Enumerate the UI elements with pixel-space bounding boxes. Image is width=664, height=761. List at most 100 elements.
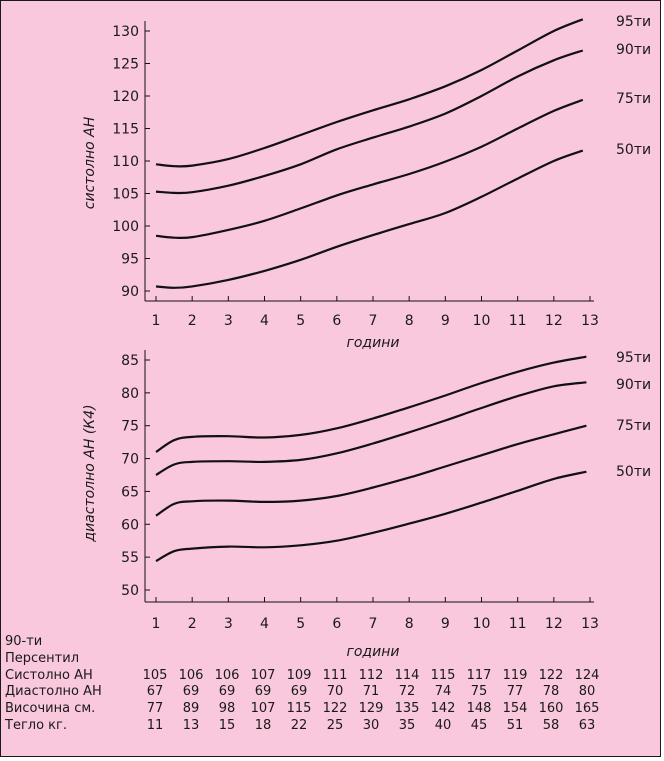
table-cell: 114 bbox=[394, 667, 420, 683]
x-tick-label: 6 bbox=[332, 313, 341, 329]
table-row-systolic: Систолно АН 105 106 106 107 109 111 112 … bbox=[5, 668, 625, 685]
table-cell: 106 bbox=[214, 667, 240, 683]
x-tick-label: 4 bbox=[260, 313, 269, 329]
table-cell: 135 bbox=[394, 701, 420, 717]
x-axis-title: години bbox=[347, 644, 400, 660]
x-tick-label: 9 bbox=[441, 616, 450, 632]
x-tick-label: 11 bbox=[509, 616, 527, 632]
x-tick-label: 2 bbox=[188, 616, 197, 632]
series-line bbox=[155, 18, 584, 168]
table-cell: 15 bbox=[218, 717, 236, 733]
table-cell: 154 bbox=[502, 701, 528, 717]
y-tick-label: 100 bbox=[112, 219, 139, 235]
table-cell: 107 bbox=[250, 667, 276, 683]
table-cell: 78 bbox=[542, 684, 560, 700]
table-cell: 74 bbox=[434, 684, 452, 700]
table-cell: 77 bbox=[146, 701, 164, 717]
table-cell: 63 bbox=[578, 717, 596, 733]
table-title-row-1: 90-ти bbox=[5, 634, 625, 651]
table-cell: 30 bbox=[362, 717, 380, 733]
x-tick-label: 13 bbox=[581, 313, 599, 329]
table-cell: 160 bbox=[538, 701, 564, 717]
y-axis-title: систолно АН bbox=[82, 116, 98, 209]
table-title-line-1: 90-ти bbox=[5, 634, 43, 649]
table-row-diastolic: Диастолно АН 67 69 69 69 69 70 71 72 74 … bbox=[5, 684, 625, 701]
y-tick-label: 80 bbox=[121, 386, 139, 402]
x-tick-label: 7 bbox=[369, 616, 378, 632]
x-tick-label: 11 bbox=[509, 313, 527, 329]
x-tick-label: 10 bbox=[473, 313, 491, 329]
table-cell: 13 bbox=[182, 717, 200, 733]
table-cell: 69 bbox=[182, 684, 200, 700]
table-cell: 124 bbox=[574, 667, 600, 683]
table-cell: 51 bbox=[506, 717, 524, 733]
table-row-label: Диастолно АН bbox=[5, 684, 102, 700]
table-cell: 72 bbox=[398, 684, 416, 700]
percentile-table: 90-ти Персентил Систолно АН 105 106 106 … bbox=[5, 634, 625, 735]
series-label: 90ти bbox=[616, 42, 651, 58]
table-cell: 115 bbox=[430, 667, 456, 683]
series-line bbox=[155, 424, 587, 517]
table-cell: 119 bbox=[502, 667, 528, 683]
table-cell: 80 bbox=[578, 684, 596, 700]
table-cell: 77 bbox=[506, 684, 524, 700]
y-tick-label: 115 bbox=[112, 122, 139, 138]
x-tick-label: 3 bbox=[224, 313, 233, 329]
table-cell: 71 bbox=[362, 684, 380, 700]
table-cell: 115 bbox=[286, 701, 312, 717]
y-tick-label: 65 bbox=[121, 484, 139, 500]
y-tick-label: 120 bbox=[112, 89, 139, 105]
table-cell: 35 bbox=[398, 717, 416, 733]
table-row-label: Тегло кг. bbox=[5, 717, 67, 733]
x-tick-label: 6 bbox=[332, 616, 341, 632]
table-cell: 142 bbox=[430, 701, 456, 717]
y-tick-label: 125 bbox=[112, 57, 139, 73]
y-tick-label: 90 bbox=[121, 284, 139, 300]
x-tick-label: 3 bbox=[224, 616, 233, 632]
y-tick-label: 55 bbox=[121, 550, 139, 566]
y-tick-label: 50 bbox=[121, 583, 139, 599]
series-label: 95ти bbox=[616, 14, 651, 30]
y-tick-label: 110 bbox=[112, 154, 139, 170]
series-line bbox=[155, 381, 587, 476]
table-cell: 111 bbox=[322, 667, 348, 683]
series-label: 90ти bbox=[616, 377, 651, 393]
y-tick-label: 85 bbox=[121, 353, 139, 369]
series-label: 75ти bbox=[616, 418, 651, 434]
table-row-label: Височина см. bbox=[5, 701, 96, 717]
table-cell: 75 bbox=[470, 684, 488, 700]
table-row-label: Систолно АН bbox=[5, 667, 93, 683]
x-tick-label: 1 bbox=[152, 313, 161, 329]
table-cell: 129 bbox=[358, 701, 384, 717]
x-tick-label: 5 bbox=[296, 313, 305, 329]
table-cell: 45 bbox=[470, 717, 488, 733]
table-cell: 18 bbox=[254, 717, 272, 733]
y-tick-label: 95 bbox=[121, 252, 139, 268]
table-cell: 40 bbox=[434, 717, 452, 733]
y-tick-label: 130 bbox=[112, 24, 139, 40]
series-line bbox=[155, 470, 587, 563]
table-cell: 165 bbox=[574, 701, 600, 717]
x-tick-label: 7 bbox=[369, 313, 378, 329]
table-cell: 122 bbox=[538, 667, 564, 683]
x-tick-label: 10 bbox=[473, 616, 491, 632]
x-tick-label: 12 bbox=[545, 313, 563, 329]
x-tick-label: 4 bbox=[260, 616, 269, 632]
x-tick-label: 1 bbox=[152, 616, 161, 632]
y-axis-title: диастолно АН (К4) bbox=[82, 404, 98, 542]
series-line bbox=[155, 149, 584, 289]
table-cell: 70 bbox=[326, 684, 344, 700]
x-axis-title: години bbox=[347, 335, 400, 351]
table-cell: 148 bbox=[466, 701, 492, 717]
table-cell: 69 bbox=[218, 684, 236, 700]
series-label: 95ти bbox=[616, 350, 651, 366]
series-line bbox=[155, 49, 584, 195]
table-cell: 11 bbox=[146, 717, 164, 733]
table-cell: 105 bbox=[142, 667, 168, 683]
y-tick-label: 60 bbox=[121, 517, 139, 533]
y-tick-label: 70 bbox=[121, 452, 139, 468]
table-cell: 112 bbox=[358, 667, 384, 683]
series-label: 50ти bbox=[616, 142, 651, 158]
